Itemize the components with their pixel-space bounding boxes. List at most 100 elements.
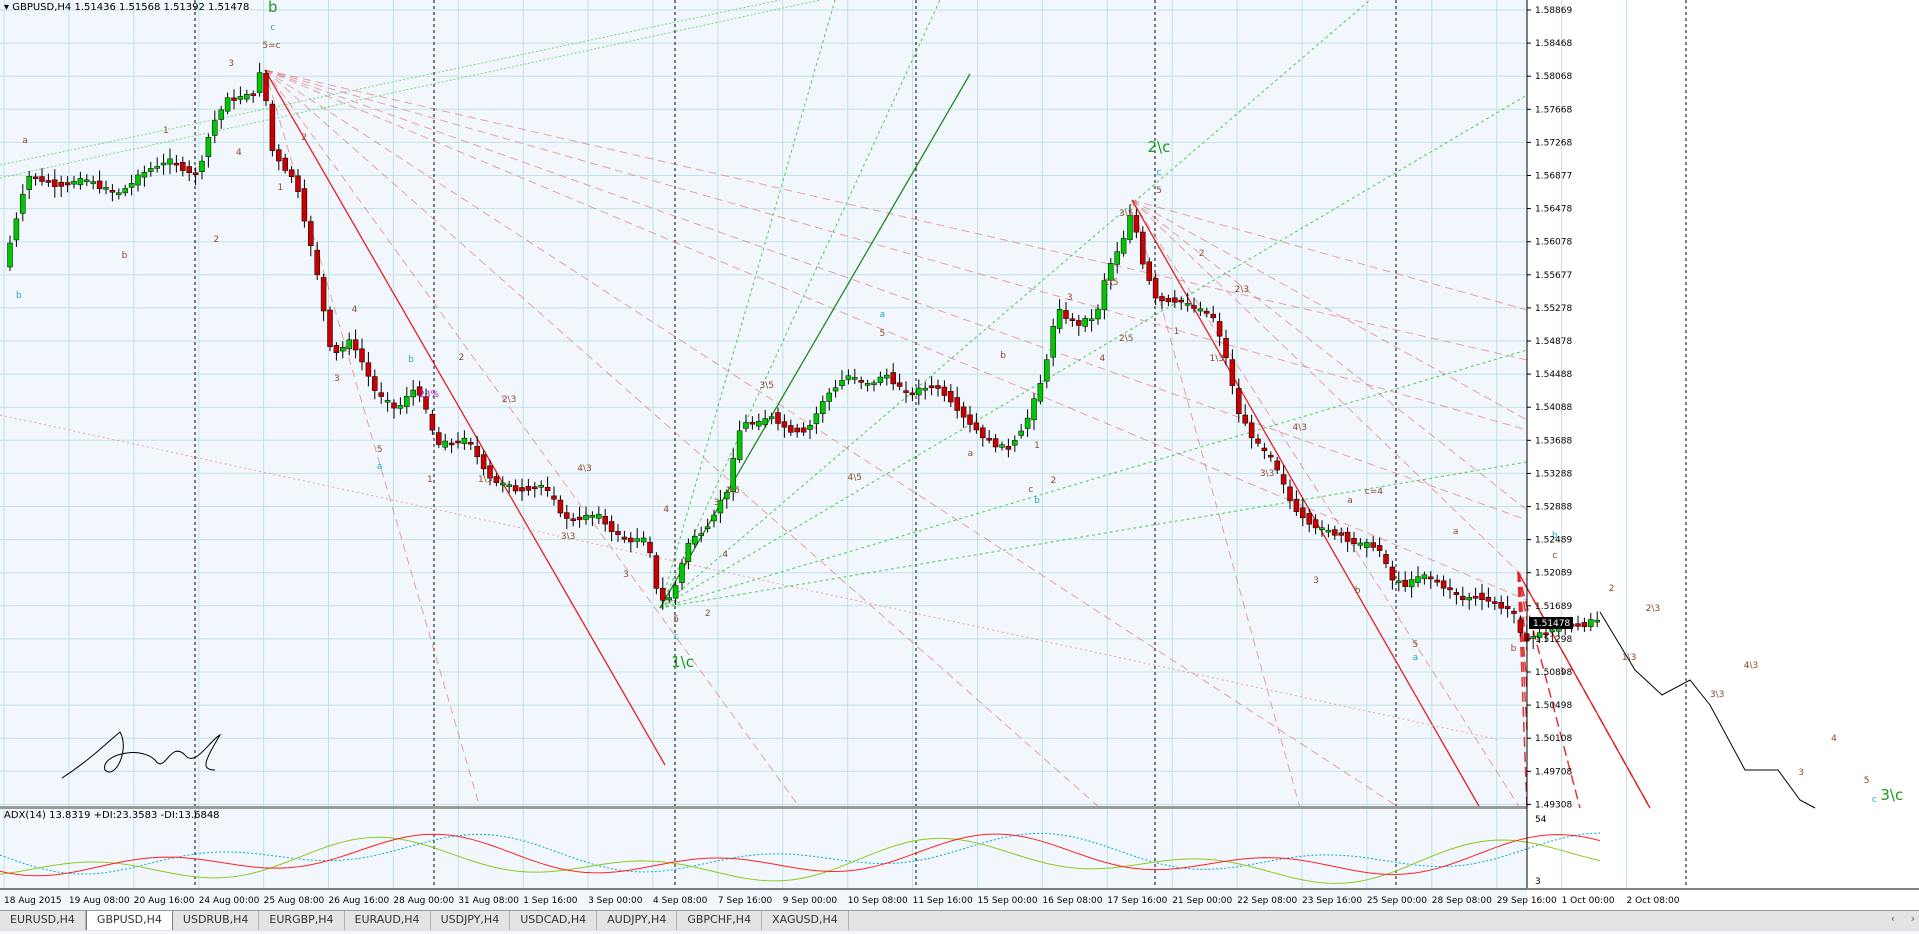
wave-label: 3\5	[1119, 209, 1133, 219]
candle-body	[788, 425, 794, 433]
tab-xagusd-h4[interactable]: XAGUSD,H4	[762, 911, 849, 930]
tab-eurgbp-h4[interactable]: EURGBP,H4	[259, 911, 345, 930]
candle-body	[800, 427, 807, 433]
candle-body	[986, 438, 992, 441]
candle-body	[692, 536, 698, 545]
wave-label: b	[16, 291, 22, 301]
candle-body	[250, 93, 256, 96]
candle-body	[282, 157, 288, 171]
time-tick-label: 10 Sep 08:00	[848, 896, 908, 906]
trend-line	[1517, 571, 1651, 809]
fan-line	[264, 69, 1401, 809]
candle-body	[205, 137, 212, 157]
wave-label: c	[674, 632, 679, 642]
tab-usdrub-h4[interactable]: USDRUB,H4	[173, 911, 260, 930]
time-tick-label: 23 Sep 16:00	[1302, 896, 1362, 906]
wave-label: 4	[663, 505, 669, 515]
time-tick-label: 20 Aug 16:00	[134, 896, 195, 906]
candle-body	[743, 422, 749, 429]
candle-body	[973, 422, 980, 431]
candle-body	[39, 176, 45, 182]
candle-body	[410, 389, 416, 398]
candle-body	[954, 397, 960, 411]
tab-usdcad-h4[interactable]: USDCAD,H4	[510, 911, 598, 930]
candle-body	[448, 442, 455, 446]
candle-body	[13, 218, 20, 241]
candle-body	[1351, 537, 1357, 545]
dropdown-triangle-icon[interactable]: ▾	[4, 2, 10, 13]
wave-label: 3\c	[1880, 786, 1903, 804]
fan-line	[1131, 199, 1528, 311]
time-tick-label: 15 Sep 00:00	[978, 896, 1038, 906]
wave-label: a	[1347, 496, 1353, 506]
candle-body	[640, 537, 647, 543]
candle-body	[442, 440, 448, 448]
time-tick-label: 24 Aug 00:00	[199, 896, 260, 906]
time-tick-label: 28 Sep 08:00	[1432, 896, 1492, 906]
candle-body	[858, 380, 864, 383]
tab-scroll-right-icon[interactable]: ›	[1910, 912, 1915, 925]
candle-body	[109, 190, 116, 193]
candle-body	[711, 514, 717, 522]
tab-gbpusd-h4[interactable]: GBPUSD,H4	[85, 911, 173, 930]
candle-body	[378, 392, 384, 397]
candle-body	[730, 458, 736, 493]
candle-body	[148, 168, 154, 172]
candle-body	[1069, 318, 1076, 321]
candle-body	[327, 309, 333, 347]
candle-body	[544, 486, 551, 491]
wave-label: b	[1552, 531, 1558, 541]
time-tick-label: 2 Oct 08:00	[1627, 896, 1680, 906]
price-tick-label: 1.54878	[1535, 337, 1572, 347]
candle-body	[352, 339, 359, 351]
candle-body	[685, 542, 692, 562]
time-tick-label: 11 Sep 16:00	[913, 896, 973, 906]
candle-body	[909, 392, 916, 396]
candle-body	[1204, 310, 1210, 314]
candle-body	[1415, 576, 1421, 583]
candle-body	[1396, 580, 1402, 584]
candle-body	[96, 180, 103, 189]
candle-body	[704, 526, 711, 529]
time-tick-label: 9 Sep 00:00	[783, 896, 838, 906]
candle-body	[832, 387, 839, 392]
fan-line	[659, 349, 1528, 609]
candle-body	[1594, 619, 1600, 623]
candle-body	[736, 430, 743, 460]
candle-body	[1037, 383, 1044, 402]
tab-scroll-left-icon[interactable]: ‹	[1890, 912, 1896, 925]
tab-usdjpy-h4[interactable]: USDJPY,H4	[431, 911, 511, 930]
candle-body	[244, 93, 250, 100]
wave-label: a	[1413, 653, 1419, 663]
candle-body	[455, 440, 461, 444]
candle-body	[391, 402, 397, 409]
candle-body	[794, 427, 800, 433]
candle-body	[679, 563, 685, 584]
price-tick-label: 1.58068	[1535, 72, 1572, 82]
candle-body	[308, 221, 314, 247]
candle-body	[320, 277, 327, 312]
wave-label: 4	[236, 148, 242, 158]
tab-audjpy-h4[interactable]: AUDJPY,H4	[597, 911, 678, 930]
tab-gbpchf-h4[interactable]: GBPCHF,H4	[677, 911, 763, 930]
candle-body	[551, 495, 557, 500]
price-tick-label: 1.49708	[1535, 767, 1572, 777]
time-tick-label: 29 Sep 16:00	[1497, 896, 1557, 906]
candle-body	[1024, 417, 1031, 429]
candle-body	[615, 531, 621, 535]
candle-body	[116, 192, 122, 195]
wave-label: 1	[1174, 327, 1180, 337]
candle-body	[1434, 579, 1440, 583]
tab-euraud-h4[interactable]: EURAUD,H4	[345, 911, 431, 930]
candle-body	[212, 120, 218, 136]
wave-label: 5	[1156, 186, 1162, 196]
candle-body	[295, 175, 301, 192]
candle-body	[192, 172, 199, 175]
tab-eurusd-h4[interactable]: EURUSD,H4	[0, 911, 86, 930]
candle-body	[756, 421, 762, 427]
price-tick-label: 1.58869	[1535, 6, 1572, 16]
time-tick-label: 22 Sep 08:00	[1237, 896, 1297, 906]
candle-body	[1498, 602, 1504, 609]
candle-body	[941, 386, 948, 396]
